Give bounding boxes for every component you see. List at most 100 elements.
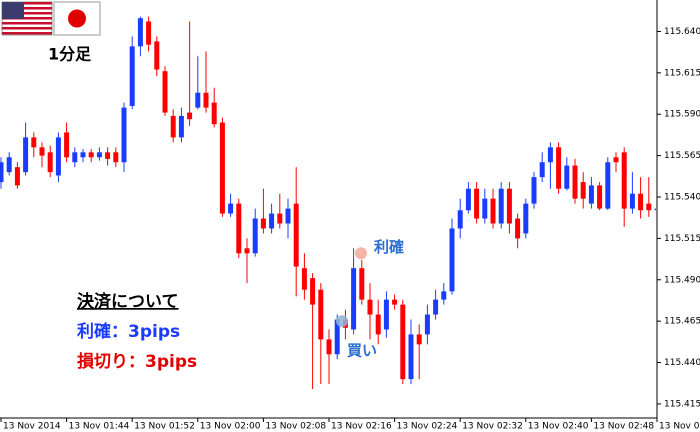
japan-flag [53,1,101,36]
x-tick-label: 13 Nov 02:40 [528,422,589,432]
candle-body [170,115,176,138]
candle-body [498,188,504,224]
candle-body [64,132,70,158]
candle-body [572,165,578,199]
candle-body [146,21,152,45]
candle-body [293,203,299,267]
y-tick-label: 115.415 [664,399,700,409]
candle-body [621,152,627,209]
candle-body [162,71,168,113]
y-tick-label: 115.465 [664,317,700,327]
candle-body [531,177,537,204]
candle-body [457,210,463,229]
timeframe-label: 1分足 [48,45,92,64]
candle-body [629,193,635,209]
y-tick-label: 115.440 [664,358,700,368]
candle-body [55,137,61,176]
y-tick-label: 115.590 [664,110,700,120]
candle-body [564,165,570,189]
candles [0,16,656,390]
candle-body [31,137,37,148]
y-tick-label: 115.490 [664,275,700,285]
candle-body [244,248,250,254]
candle-body [187,112,193,120]
candle-body [351,268,357,330]
note-heading: 決済について [77,291,179,312]
exit-marker [355,247,367,260]
candle-body [334,319,340,355]
candle-body [588,185,594,204]
candle-body [383,299,389,330]
candle-body [0,162,4,183]
candle-body [474,188,480,219]
y-tick-label: 115.565 [664,151,700,161]
candle-body [326,339,332,355]
candle-body [465,188,471,211]
candle-body [113,152,119,163]
candle-body [252,218,258,254]
candle-body [236,203,242,254]
candle-body [219,122,225,214]
candle-body [260,218,266,229]
candle-body [80,152,86,158]
x-tick-label: 13 Nov 02:08 [265,422,326,432]
candle-body [441,291,447,300]
x-tick-label: 13 Nov 2014 [3,422,61,432]
x-tick-label: 13 Nov 02:16 [331,422,392,432]
candle-body [392,299,398,305]
x-tick-label: 13 Nov 02:00 [200,422,261,432]
candle-body [646,203,652,211]
candle-body [269,213,275,229]
us-flag [1,1,53,36]
candle-body [105,152,111,159]
candle-body [416,334,422,345]
candle-body [375,314,381,335]
candle-body [47,152,53,173]
candle-body [228,203,234,214]
y-tick-label: 115.615 [664,68,700,78]
candle-body [424,314,430,335]
candle-body [14,167,20,186]
x-tick-label: 13 Nov 02:48 [593,422,654,432]
candle-body [638,193,644,211]
candle-body [285,208,291,224]
exit-label: 利確 [374,238,404,256]
x-tick-label: 13 Nov 02:24 [397,422,458,432]
candle-body [96,152,102,158]
candle-body [129,46,135,106]
candle-body [547,147,553,163]
candle-body [178,115,184,138]
y-tick-label: 115.515 [664,234,700,244]
candle-body [580,182,586,199]
candle-body [433,299,439,315]
candle-body [310,278,316,305]
candle-body [318,289,324,340]
candle-body [39,147,45,156]
note-take-profit: 利確：3pips [77,321,180,342]
candle-body [121,107,127,163]
candle-body [277,213,283,224]
candle-body [88,152,94,158]
candle-body [195,92,201,108]
y-tick-label: 115.540 [664,192,700,202]
x-tick-label: 13 Nov 01:44 [69,422,130,432]
candle-body [515,218,521,239]
candle-body [6,157,12,173]
candle-body [301,268,307,290]
candle-body [72,152,78,163]
entry-marker [336,315,348,328]
candle-body [613,157,619,163]
candle-body [211,102,217,125]
note-stop-loss: 損切り：3pips [77,351,197,372]
candle-body [523,203,529,234]
y-tick-label: 115.640 [664,27,700,37]
candle-body [654,208,656,211]
candle-body [506,188,512,224]
candle-body [605,162,611,209]
candle-body [359,268,365,300]
candle-body [367,299,373,315]
candle-body [408,334,414,380]
x-tick-label: 13 Nov 02:32 [462,422,523,432]
